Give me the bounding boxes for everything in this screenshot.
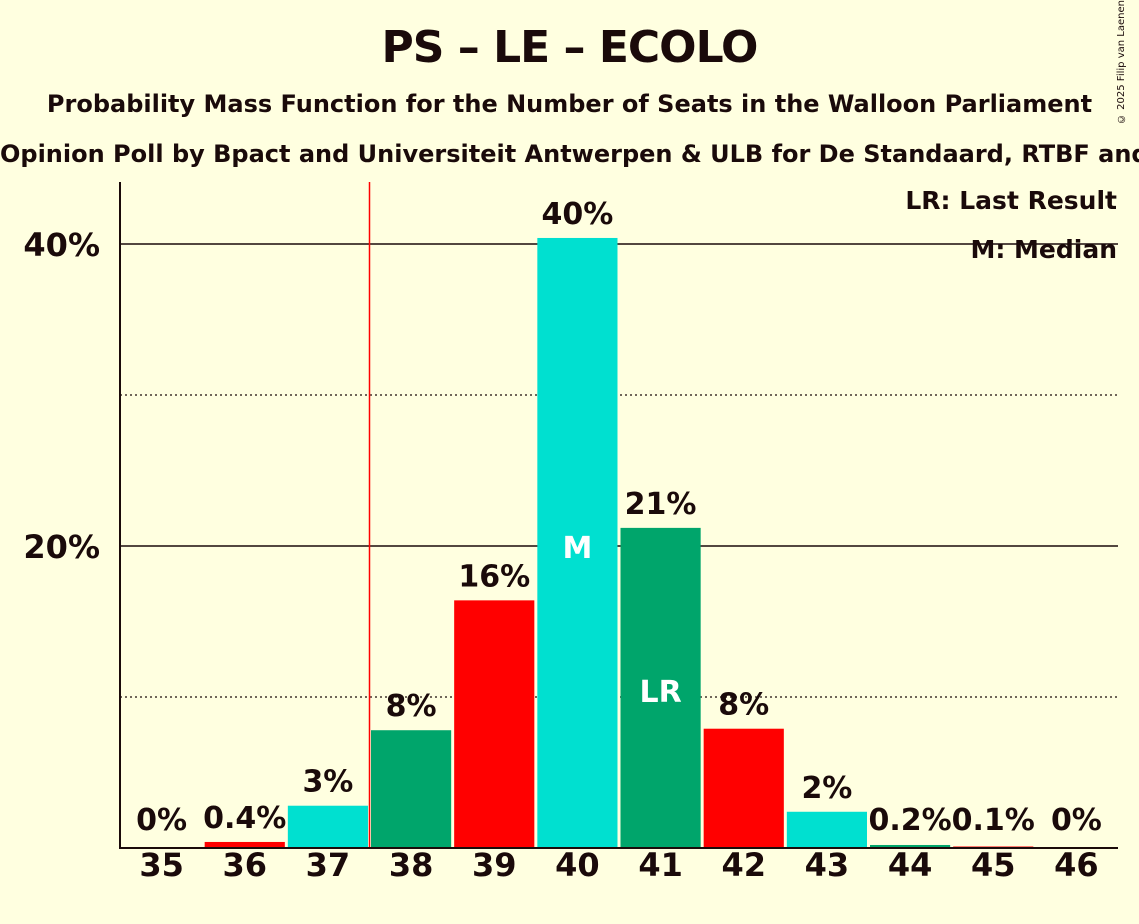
- data-label-35: 0%: [136, 803, 187, 838]
- legend-median: M: Median: [970, 235, 1117, 264]
- x-tick-label: 38: [389, 846, 434, 884]
- bar-44: [870, 844, 951, 848]
- data-label-37: 3%: [302, 765, 353, 800]
- data-label-36: 0.4%: [203, 801, 286, 836]
- data-label-43: 2%: [801, 771, 852, 806]
- bars: [204, 237, 1034, 848]
- bar-38: [371, 730, 452, 848]
- data-label-44: 0.2%: [868, 803, 951, 838]
- x-tick-label: 41: [638, 846, 683, 884]
- data-label-39: 16%: [458, 559, 530, 594]
- bar-42: [703, 728, 784, 848]
- gridlines: [120, 243, 1118, 698]
- chart-source-subtitle: Opinion Poll by Bpact and Universiteit A…: [0, 140, 1139, 168]
- bar-37: [287, 805, 368, 848]
- data-label-46: 0%: [1051, 803, 1102, 838]
- bar-43: [786, 811, 867, 848]
- axes: 20% 40% 35 36 37 38 39 40 41 42 43 44 45 46: [23, 182, 1118, 884]
- x-tick-label: 45: [971, 846, 1016, 884]
- x-tick-label: 36: [222, 846, 267, 884]
- y-tick-label: 40%: [23, 226, 100, 264]
- last-result-marker: LR: [639, 675, 681, 710]
- data-label-38: 8%: [386, 689, 437, 724]
- x-tick-label: 37: [306, 846, 351, 884]
- bar-39: [454, 600, 535, 848]
- x-tick-label: 39: [472, 846, 517, 884]
- bar-40: [537, 237, 618, 848]
- x-tick-label: 44: [888, 846, 933, 884]
- legend-last-result: LR: Last Result: [905, 186, 1117, 215]
- x-tick-label: 35: [139, 846, 184, 884]
- data-label-41: 21%: [625, 487, 697, 522]
- x-tick-label: 42: [721, 846, 766, 884]
- bar-41: [620, 527, 701, 848]
- median-marker: M: [562, 531, 592, 566]
- x-tick-label: 43: [805, 846, 850, 884]
- annotations: 0% 0.4% 3% 8% 16% 40% 21% 8% 2% 0.2% 0.1% 0% M LR: [136, 182, 1102, 848]
- x-tick-label: 46: [1054, 846, 1099, 884]
- data-label-42: 8%: [718, 688, 769, 723]
- chart-title: PS – LE – ECOLO: [381, 22, 759, 73]
- data-label-40: 40%: [542, 197, 614, 232]
- data-label-45: 0.1%: [952, 803, 1035, 838]
- x-tick-label: 40: [555, 846, 600, 884]
- chart-subtitle: Probability Mass Function for the Number…: [46, 90, 1093, 118]
- y-tick-label: 20%: [23, 528, 100, 566]
- bar-36: [204, 841, 285, 848]
